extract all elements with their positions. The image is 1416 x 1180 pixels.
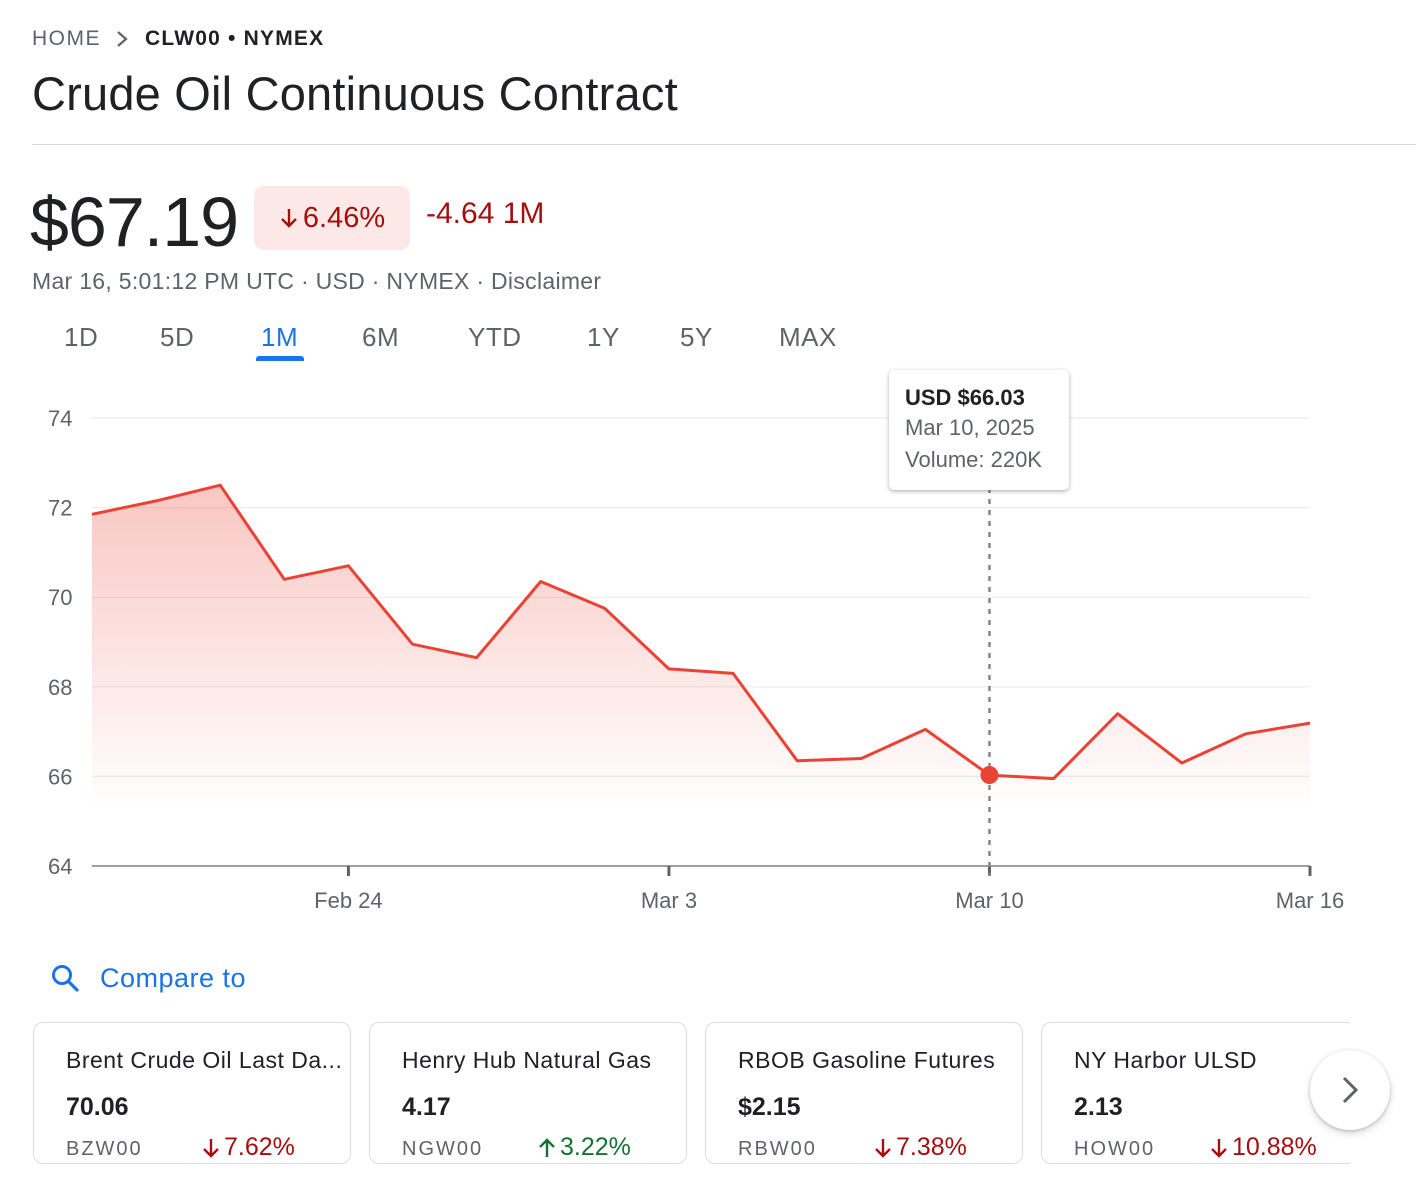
arrow-up-icon <box>539 1137 555 1157</box>
tab-1d[interactable]: 1D <box>64 322 99 352</box>
card-ticker: HOW00 <box>1074 1138 1156 1160</box>
price-line <box>91 483 1311 781</box>
y-tick-label: 74 <box>48 406 72 431</box>
card-price: 70.06 <box>66 1093 129 1121</box>
data-point <box>218 483 222 487</box>
percent-change-value: 6.46% <box>302 201 386 234</box>
arrow-down-icon <box>1211 1138 1227 1158</box>
card-ticker: RBW00 <box>738 1138 817 1160</box>
breadcrumb-ticker: CLW00 • NYMEX <box>145 27 325 50</box>
card-change-value: 3.22% <box>560 1133 631 1161</box>
compare-to-label: Compare to <box>100 962 247 993</box>
card-change-value: 10.88% <box>1232 1133 1317 1161</box>
card-name: RBOB Gasoline Futures <box>738 1047 996 1073</box>
arrow-down-icon <box>875 1138 891 1158</box>
y-tick-label: 64 <box>48 854 72 879</box>
search-icon <box>52 965 79 992</box>
card-ticker: BZW00 <box>66 1138 143 1160</box>
card-name: Henry Hub Natural Gas <box>402 1047 652 1073</box>
y-tick-label: 72 <box>48 496 72 521</box>
tooltip-price: USD $66.03 <box>905 385 1025 410</box>
arrow-down-icon <box>281 209 297 228</box>
x-tick-label: Mar 10 <box>955 888 1023 913</box>
data-point <box>539 580 543 584</box>
card-ticker: NGW00 <box>402 1138 484 1160</box>
card-change: 10.88% <box>1210 1133 1317 1162</box>
data-point <box>346 564 350 568</box>
quote-meta: Mar 16, 5:01:12 PM UTC · USD · NYMEX · D… <box>32 268 602 294</box>
card-price: 2.13 <box>1074 1093 1123 1121</box>
data-point <box>282 577 286 581</box>
chevron-right-icon <box>1342 1076 1359 1104</box>
compare-to-button[interactable]: Compare to <box>50 960 246 996</box>
arrow-down-icon <box>203 1138 219 1158</box>
data-point <box>90 512 94 516</box>
tab-1m[interactable]: 1M <box>261 322 299 352</box>
card-price: 4.17 <box>402 1093 451 1121</box>
breadcrumb: HOME CLW00 • NYMEX <box>32 26 324 52</box>
active-tab-indicator <box>256 356 304 361</box>
data-point <box>1052 777 1056 781</box>
data-point <box>603 606 607 610</box>
data-point <box>1116 712 1120 716</box>
y-tick-label: 68 <box>48 675 72 700</box>
card-name: NY Harbor ULSD <box>1074 1047 1257 1073</box>
data-point <box>795 759 799 763</box>
y-tick-label: 70 <box>48 585 72 610</box>
tab-5y[interactable]: 5Y <box>680 322 713 352</box>
price-area <box>92 485 1310 810</box>
data-point <box>1244 732 1248 736</box>
tab-6m[interactable]: 6M <box>362 322 400 352</box>
chart-tooltip: USD $66.03 Mar 10, 2025 Volume: 220K <box>889 370 1069 490</box>
card-change: 3.22% <box>538 1133 631 1162</box>
x-tick-label: Feb 24 <box>314 888 383 913</box>
carousel-next-button[interactable] <box>1310 1050 1390 1130</box>
title-divider <box>32 144 1416 145</box>
chevron-right-icon <box>117 31 128 47</box>
related-card-ny-harbor[interactable]: NY Harbor ULSD 2.13 HOW00 10.88% <box>1041 1022 1350 1164</box>
current-price: $67.19 <box>30 183 239 261</box>
y-tick-label: 66 <box>48 764 72 789</box>
x-tick-label: Mar 16 <box>1276 888 1344 913</box>
related-cards-carousel: Brent Crude Oil Last Da... 70.06 BZW00 7… <box>0 1010 1350 1180</box>
related-card-henry-hub[interactable]: Henry Hub Natural Gas 4.17 NGW00 3.22% <box>369 1022 687 1164</box>
data-point <box>667 667 671 671</box>
tab-5d[interactable]: 5D <box>160 322 195 352</box>
data-point <box>731 671 735 675</box>
data-point <box>859 756 863 760</box>
data-point <box>1308 721 1312 725</box>
card-change: 7.38% <box>874 1133 967 1162</box>
data-point <box>154 499 158 503</box>
tab-ytd[interactable]: YTD <box>468 322 522 352</box>
related-card-brent[interactable]: Brent Crude Oil Last Da... 70.06 BZW00 7… <box>33 1022 351 1164</box>
data-point <box>411 642 415 646</box>
card-change-value: 7.62% <box>224 1133 295 1161</box>
card-name: Brent Crude Oil Last Da... <box>66 1047 343 1073</box>
data-point <box>475 656 479 660</box>
absolute-change: -4.64 1M <box>426 197 545 230</box>
related-card-rbob[interactable]: RBOB Gasoline Futures $2.15 RBW00 7.38% <box>705 1022 1023 1164</box>
highlighted-point <box>980 766 999 785</box>
card-change: 7.62% <box>202 1133 295 1162</box>
data-point <box>923 727 927 731</box>
tab-max[interactable]: MAX <box>779 322 837 352</box>
data-point <box>1180 761 1184 765</box>
card-price: $2.15 <box>738 1093 801 1121</box>
page-title: Crude Oil Continuous Contract <box>32 67 678 120</box>
breadcrumb-home-link[interactable]: HOME <box>32 27 101 50</box>
card-change-value: 7.38% <box>896 1133 967 1161</box>
tooltip-volume: Volume: 220K <box>905 447 1042 472</box>
percent-change-badge: 6.46% <box>254 186 410 250</box>
price-chart[interactable]: 74 72 70 68 66 64 Feb 24 Mar 3 Mar 10 Mar 16 <box>0 370 1416 930</box>
tab-1y[interactable]: 1Y <box>587 322 620 352</box>
x-tick-label: Mar 3 <box>641 888 697 913</box>
tooltip-date: Mar 10, 2025 <box>905 415 1035 440</box>
